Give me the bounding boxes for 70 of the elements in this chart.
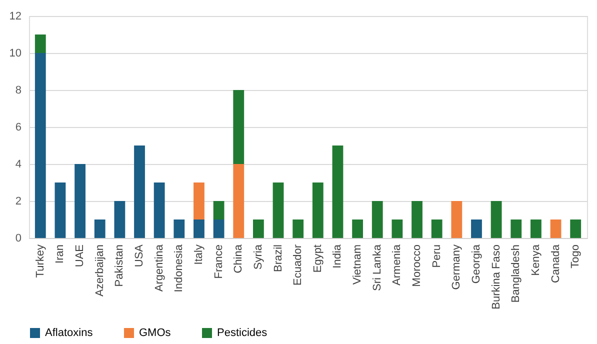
bar <box>233 164 244 238</box>
bar <box>154 182 165 238</box>
x-tick-label: India <box>332 244 344 268</box>
bar <box>174 220 185 238</box>
bar <box>372 201 383 238</box>
y-tick-label: 0 <box>15 232 22 244</box>
bar <box>570 220 582 238</box>
bar <box>34 34 46 53</box>
bar <box>194 182 204 220</box>
x-tick-label: Indonesia <box>173 244 186 292</box>
x-tick-label: Turkey <box>34 244 46 278</box>
x-tick-label: France <box>212 244 225 279</box>
x-tick-label: Ecuador <box>292 244 304 286</box>
bar <box>490 201 502 238</box>
y-tick-label: 2 <box>15 196 22 208</box>
y-tick-label: 12 <box>9 10 22 22</box>
x-tick-label: Germany <box>450 244 463 290</box>
y-tick-label: 8 <box>15 84 22 96</box>
bar <box>471 220 482 238</box>
legend-label: Pesticides <box>217 327 268 339</box>
x-tick-label: Bangladesh <box>510 244 522 303</box>
legend-label: Aflatoxins <box>45 327 94 339</box>
bar <box>451 201 462 238</box>
bar <box>412 201 422 238</box>
x-tick-label: Morocco <box>411 244 424 287</box>
bar <box>194 220 204 238</box>
bar <box>134 146 145 238</box>
y-tick-label: 6 <box>15 122 22 134</box>
bar <box>74 164 86 238</box>
bar <box>392 220 403 238</box>
bar <box>352 220 364 238</box>
legend-label: GMOs <box>139 327 172 339</box>
x-tick-label: Sri Lanka <box>371 244 384 291</box>
bar <box>292 220 304 238</box>
x-tick-label: Peru <box>430 244 443 268</box>
bar <box>510 220 522 238</box>
bar <box>54 182 66 238</box>
bar <box>272 182 284 238</box>
x-tick-label: Georgia <box>470 244 482 284</box>
x-tick-label: Pakistan <box>114 244 126 287</box>
bar <box>114 201 126 238</box>
bar <box>530 220 542 238</box>
bar <box>213 201 224 220</box>
bar <box>94 220 106 238</box>
x-tick-label: Italy <box>192 244 205 265</box>
x-tick-label: Brazil <box>272 244 284 272</box>
x-tick-label: China <box>232 244 245 274</box>
bar <box>550 220 562 238</box>
x-tick-label: UAE <box>74 244 86 268</box>
x-tick-label: Syria <box>252 244 264 270</box>
x-tick-label: USA <box>134 244 146 268</box>
bar <box>431 220 442 238</box>
bar <box>34 53 46 238</box>
y-tick-label: 10 <box>9 48 22 60</box>
bar <box>252 220 264 238</box>
x-tick-label: Canada <box>550 244 562 284</box>
x-tick-label: Vietnam <box>352 244 364 285</box>
y-tick-label: 4 <box>15 158 22 170</box>
x-tick-label: Iran <box>54 244 66 264</box>
bar <box>332 146 344 238</box>
x-tick-label: Burkina Faso <box>490 244 502 310</box>
x-tick-label: Argentina <box>153 244 166 292</box>
bar <box>213 220 224 238</box>
bar <box>312 182 324 238</box>
x-tick-label: Azerbaijan <box>94 244 106 296</box>
x-tick-label: Armenia <box>391 244 404 286</box>
bar <box>233 90 244 164</box>
x-tick-label: Kenya <box>530 244 542 276</box>
x-tick-label: Togo <box>570 244 582 268</box>
x-tick-label: Egypt <box>312 244 324 273</box>
